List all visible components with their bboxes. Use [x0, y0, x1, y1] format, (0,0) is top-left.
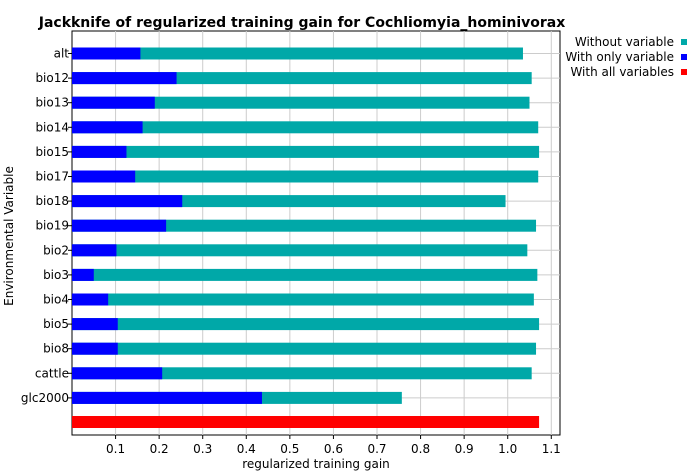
category-label-bio19: bio19	[35, 219, 69, 233]
bar-only-bio14	[72, 121, 143, 134]
x-tick-label: 0.6	[324, 442, 343, 456]
bar-only-bio13	[72, 96, 155, 109]
bar-without-bio5	[72, 318, 540, 331]
bar-without-bio14	[72, 121, 539, 134]
bar-only-bio15	[72, 145, 127, 158]
bar-without-bio2	[72, 244, 528, 257]
legend-label-1: With only variable	[565, 50, 674, 64]
bar-without-bio12	[72, 72, 532, 85]
bar-only-alt	[72, 47, 141, 60]
category-labels: alt bio12 bio13 bio14 bio15 bio17 bio18 bio19 bi…	[21, 47, 72, 405]
category-label-bio4: bio4	[43, 293, 69, 307]
category-label-bio14: bio14	[35, 120, 69, 134]
legend-label-0: Without variable	[575, 35, 674, 49]
bar-without-alt	[72, 47, 523, 60]
bar-without-bio19	[72, 219, 537, 232]
x-tick-label: 0.9	[455, 442, 474, 456]
x-axis-ticks: 0.1 0.2 0.3 0.4 0.5 0.6 0.7 0.8 0.9 1.0 1.1	[106, 435, 561, 456]
bar-without-bio17	[72, 170, 539, 183]
legend-swatch-2	[681, 69, 687, 75]
x-tick-label: 0.4	[237, 442, 256, 456]
bar-only-glc2000	[72, 391, 262, 404]
bar-all-variables	[72, 416, 540, 428]
legend-swatch-1	[681, 54, 687, 60]
bar-only-bio5	[72, 318, 118, 331]
bar-only-bio17	[72, 170, 136, 183]
category-label-bio17: bio17	[35, 170, 69, 184]
x-tick-label: 0.5	[280, 442, 299, 456]
category-label-bio3: bio3	[43, 268, 69, 282]
category-label-bio18: bio18	[35, 194, 69, 208]
x-tick-label: 1.0	[498, 442, 517, 456]
bar-without-cattle	[72, 367, 532, 380]
chart-title: Jackknife of regularized training gain f…	[38, 15, 566, 31]
x-tick-label: 0.8	[411, 442, 430, 456]
x-tick-label: 0.2	[150, 442, 169, 456]
bar-only-bio4	[72, 293, 109, 306]
x-tick-label: 0.3	[193, 442, 212, 456]
legend-swatch-0	[681, 39, 687, 45]
category-label-glc2000: glc2000	[21, 391, 69, 405]
category-label-bio13: bio13	[35, 96, 69, 110]
bar-without-bio3	[72, 268, 538, 281]
bars-group	[72, 47, 540, 428]
bar-without-bio15	[72, 145, 540, 158]
bar-only-bio18	[72, 195, 183, 208]
bar-without-bio8	[72, 342, 537, 355]
bar-without-bio13	[72, 96, 530, 109]
bar-only-cattle	[72, 367, 163, 380]
bar-only-bio8	[72, 342, 118, 355]
x-tick-label: 0.1	[106, 442, 125, 456]
bar-only-bio19	[72, 219, 167, 232]
legend-label-2: With all variables	[570, 65, 674, 79]
category-label-bio2: bio2	[43, 243, 69, 257]
category-label-bio5: bio5	[43, 317, 69, 331]
category-label-bio12: bio12	[35, 71, 69, 85]
category-label-bio15: bio15	[35, 145, 69, 159]
category-label-cattle: cattle	[35, 366, 69, 380]
category-label-bio8: bio8	[43, 342, 69, 356]
y-axis-title: Environmental Variable	[2, 166, 16, 306]
x-tick-label: 1.1	[542, 442, 561, 456]
bar-only-bio12	[72, 72, 177, 85]
x-axis-title: regularized training gain	[242, 457, 390, 471]
bar-without-bio4	[72, 293, 534, 306]
bar-only-bio2	[72, 244, 117, 257]
bar-only-bio3	[72, 268, 94, 281]
x-tick-label: 0.7	[367, 442, 386, 456]
category-label-alt: alt	[54, 47, 70, 61]
